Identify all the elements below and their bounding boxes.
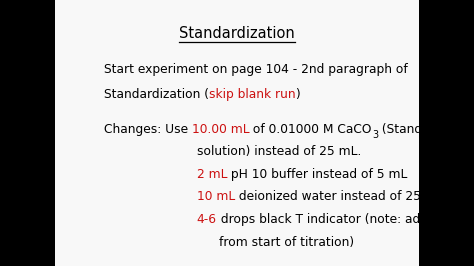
Text: 10.00 mL: 10.00 mL — [192, 123, 249, 135]
Text: ): ) — [295, 88, 300, 101]
Text: Standardization (: Standardization ( — [104, 88, 209, 101]
Text: 10 mL: 10 mL — [197, 190, 235, 203]
Text: skip blank run: skip blank run — [209, 88, 295, 101]
Text: Changes: Use: Changes: Use — [104, 123, 192, 135]
Text: solution) instead of 25 mL.: solution) instead of 25 mL. — [197, 145, 361, 158]
Text: drops black T indicator (note: add indicator: drops black T indicator (note: add indic… — [217, 213, 474, 226]
Text: deionized water instead of 25 mL: deionized water instead of 25 mL — [235, 190, 444, 203]
Text: 3: 3 — [372, 130, 378, 140]
Text: Start experiment on page 104 - 2nd paragraph of: Start experiment on page 104 - 2nd parag… — [104, 63, 408, 76]
Text: pH 10 buffer instead of 5 mL: pH 10 buffer instead of 5 mL — [228, 168, 408, 181]
Text: of 0.01000 M CaCO: of 0.01000 M CaCO — [249, 123, 372, 135]
Text: (Standard: (Standard — [378, 123, 442, 135]
Text: 2 mL: 2 mL — [197, 168, 228, 181]
Text: from start of titration): from start of titration) — [219, 236, 354, 248]
Text: 4-6: 4-6 — [197, 213, 217, 226]
Text: Standardization: Standardization — [179, 26, 295, 41]
